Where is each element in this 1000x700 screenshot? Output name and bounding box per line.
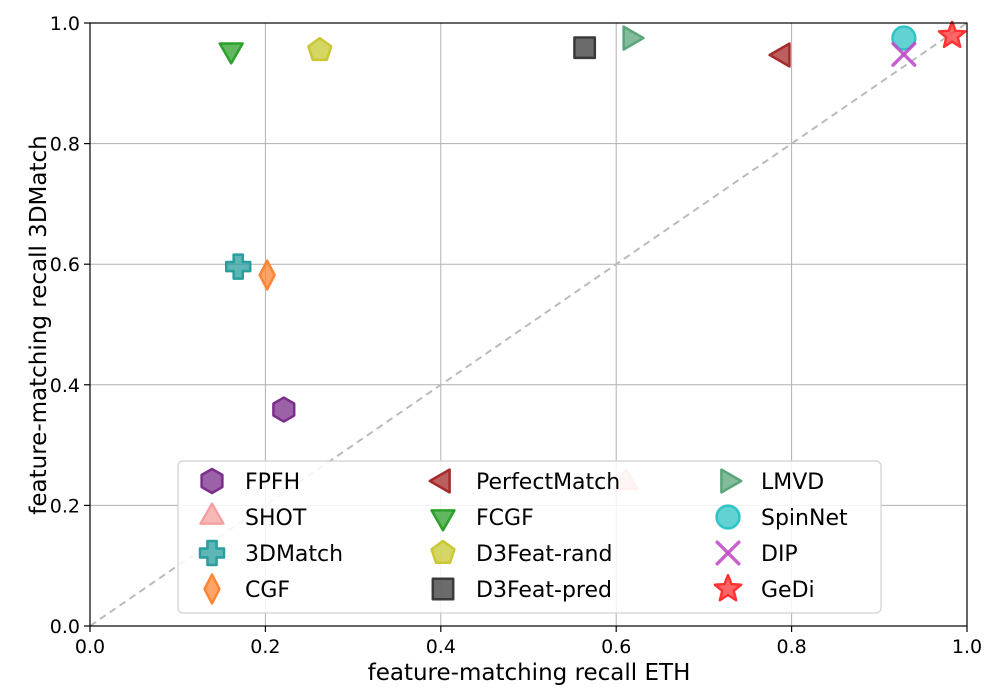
legend-marker-3dmatch [198, 539, 226, 567]
x-tick-label: 0.2 [250, 636, 280, 658]
point-3dmatch [224, 253, 252, 280]
legend-marker-perfectmatch [428, 468, 451, 494]
legend-label-spinnet: SpinNet [761, 506, 848, 531]
y-tick-label: 1.0 [50, 13, 80, 35]
point-spinnet [891, 25, 917, 51]
legend-box [177, 460, 882, 614]
y-tick-label: 0.0 [50, 616, 80, 638]
legend-marker-gedi [713, 573, 743, 602]
point-dip [891, 41, 917, 67]
y-tick-label: 0.6 [50, 254, 80, 276]
legend-marker-fpfh [200, 467, 224, 495]
legend-label-fpfh: FPFH [245, 470, 300, 495]
legend-label-shot: SHOT [245, 506, 307, 531]
legend-marker-fcgf [430, 509, 456, 532]
legend-marker-spinnet [715, 504, 741, 530]
point-cgf [258, 259, 276, 291]
legend-marker-d3feat-pred [431, 577, 455, 601]
x-axis-label: feature-matching recall ETH [368, 660, 691, 686]
axis-ticks: 0.0 0.2 0.4 0.6 0.8 1.0 0.0 0.2 0.4 0.6 0.8 1.0 [50, 13, 982, 658]
legend-label-cgf: CGF [245, 578, 290, 603]
point-fcgf [218, 42, 244, 65]
legend-label-lmvd: LMVD [761, 470, 824, 495]
legend-label-dip: DIP [761, 542, 798, 567]
point-d3feat-rand [307, 36, 333, 62]
point-d3feat-pred [573, 36, 597, 60]
y-tick-label: 0.2 [50, 495, 80, 517]
legend-label-perfectmatch: PerfectMatch [476, 470, 620, 495]
plot-frame [89, 22, 968, 627]
x-tick-label: 0.4 [426, 636, 456, 658]
point-fpfh [272, 396, 296, 423]
legend-marker-shot [199, 502, 225, 525]
legend-label-d3feat-pred: D3Feat-pred [476, 578, 612, 603]
y-axis-label: feature-matching recall 3DMatch [26, 135, 52, 514]
legend-label-d3feat-rand: D3Feat-rand [476, 542, 612, 567]
legend-marker-d3feat-rand [430, 539, 456, 564]
x-tick-label: 0.0 [75, 636, 105, 658]
legend-label-fcgf: FCGF [476, 506, 534, 531]
point-perfectmatch [768, 42, 791, 68]
data-points [218, 20, 967, 491]
point-gedi [937, 20, 967, 49]
legend-marker-cgf [203, 573, 221, 605]
legend-label-3dmatch: 3DMatch [245, 542, 343, 567]
x-tick-label: 0.6 [601, 636, 631, 658]
legend-label-gedi: GeDi [761, 578, 815, 603]
legend-marker-lmvd [720, 468, 743, 494]
x-tick-label: 1.0 [952, 636, 982, 658]
y-tick-label: 0.8 [50, 134, 80, 156]
legend: FPFH SHOT 3DMatch CGF PerfectMatch FCGF D3Feat… [177, 460, 882, 614]
diagonal-reference-line [89, 22, 968, 627]
y-tick-label: 0.4 [50, 375, 80, 397]
legend-marker-dip [715, 540, 741, 566]
point-lmvd [622, 25, 645, 51]
x-tick-label: 0.8 [776, 636, 806, 658]
